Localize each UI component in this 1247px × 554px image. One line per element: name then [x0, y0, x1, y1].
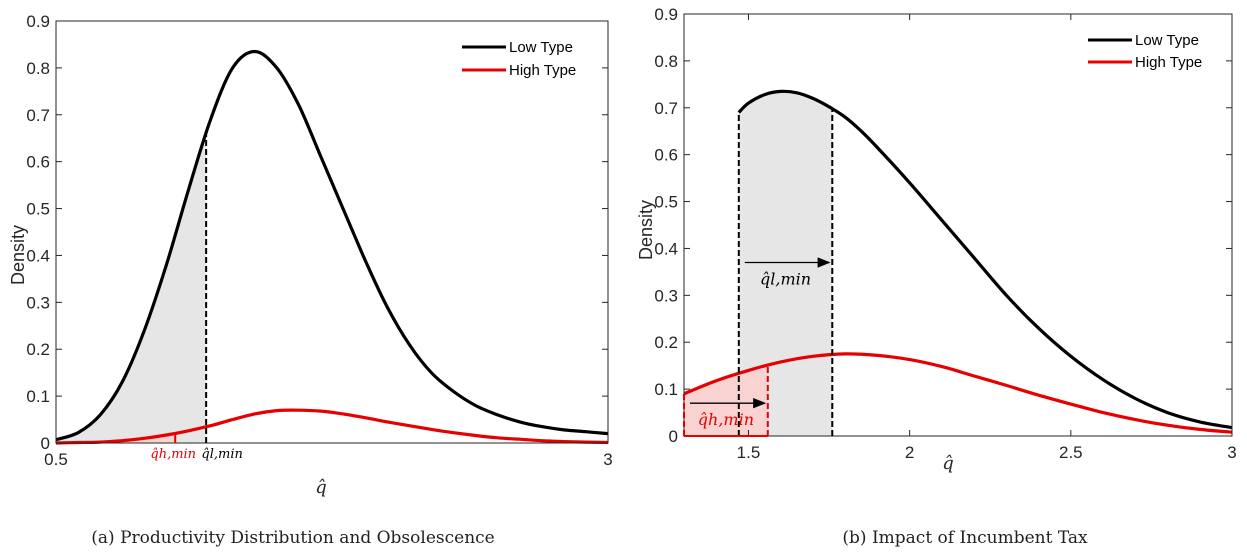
panel-b-plot-frame [683, 13, 1233, 437]
ytick-label: 0.8 [26, 59, 50, 78]
panel-b-legend-low: Low Type [1135, 32, 1199, 49]
panel-a-legend-high: High Type [509, 62, 576, 79]
ytick-label: 0.6 [654, 146, 678, 165]
low-type-exit-area [738, 91, 833, 437]
ytick-label: 0 [41, 434, 50, 453]
high-type-exit-area [684, 365, 768, 436]
ytick-label: 0.2 [654, 333, 678, 352]
xtick-label: 0.5 [44, 450, 68, 469]
ql-min-label: q̂l,min [760, 270, 811, 289]
xtick-label: 3 [1227, 443, 1236, 462]
panel-b-legend: Low Type High Type [1088, 32, 1202, 71]
ytick-label: 0.3 [26, 293, 50, 312]
xtick-label: 2 [905, 443, 914, 462]
ytick-label: 0.5 [26, 200, 50, 219]
ytick-label: 0.9 [654, 5, 678, 24]
ytick-label: 0.4 [654, 239, 678, 258]
panel-a-ylabel: Density [8, 225, 28, 285]
panel-a-plot-frame [55, 20, 609, 444]
ytick-label: 0.7 [26, 106, 50, 125]
panel-a-legend: Low Type High Type [462, 39, 576, 79]
qh-min-label: q̂h,min [698, 410, 754, 429]
panel-b-chart: 0 0.1 0.2 0.3 0.4 0.5 0.6 0.7 0.8 0.9 1.5 2 2.5 3 q̂l… [636, 5, 1237, 548]
panel-b-ylabel: Density [636, 200, 656, 260]
panel-b-caption: (b) Impact of Incumbent Tax [842, 528, 1088, 548]
ytick-label: 0.1 [26, 387, 50, 406]
panel-a-xlabel: q̂ [315, 477, 327, 498]
ytick-label: 0.3 [654, 286, 678, 305]
ytick-label: 0.4 [26, 246, 50, 265]
xtick-label: 2.5 [1059, 443, 1083, 462]
ytick-label: 0.8 [654, 52, 678, 71]
ytick-label: 0 [669, 427, 678, 446]
xtick-label: 1.5 [737, 443, 761, 462]
panel-b-xlabel: q̂ [942, 453, 954, 474]
ytick-label: 0.1 [654, 380, 678, 399]
high-type-obsolete-area [56, 433, 176, 443]
low-type-density-line [737, 89, 1233, 430]
low-type-density-line [55, 49, 609, 442]
panel-a-caption: (a) Productivity Distribution and Obsole… [91, 528, 494, 548]
ql-min-label: q̂l,min [201, 447, 242, 462]
low-type-obsolete-area [56, 133, 207, 443]
ytick-label: 0.6 [26, 153, 50, 172]
ytick-label: 0.2 [26, 340, 50, 359]
panel-a-shading [56, 133, 207, 443]
ytick-label: 0.5 [654, 193, 678, 212]
panel-b-shading [684, 91, 833, 437]
high-type-density-line [683, 352, 1233, 434]
high-type-density-line [55, 408, 609, 445]
panel-a-legend-low: Low Type [509, 39, 573, 56]
ytick-label: 0.7 [654, 99, 678, 118]
panel-b-legend-high: High Type [1135, 54, 1202, 71]
qh-min-label: q̂h,min [150, 447, 196, 462]
panel-a-chart: 0 0.1 0.2 0.3 0.4 0.5 0.6 0.7 0.8 0.9 0.5 3 q̂h,min… [8, 12, 613, 548]
xtick-label: 3 [603, 450, 612, 469]
ytick-label: 0.9 [26, 12, 50, 31]
